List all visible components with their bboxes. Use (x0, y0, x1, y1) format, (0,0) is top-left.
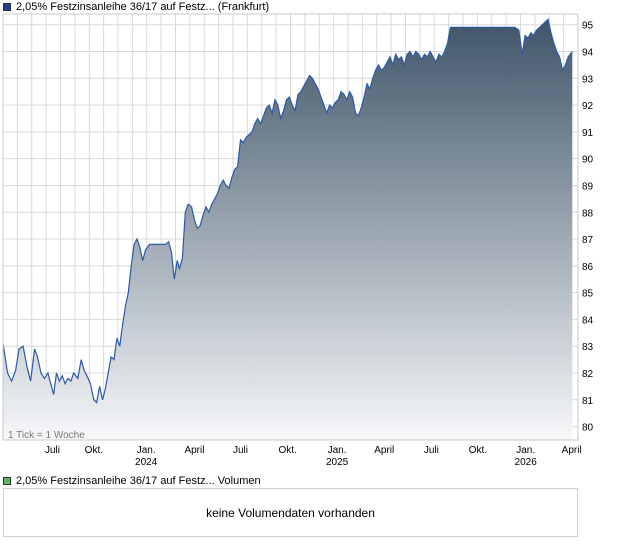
x-tick-label: Jan. (137, 445, 156, 456)
y-tick-label: 95 (582, 21, 594, 32)
volume-swatch (3, 477, 11, 485)
x-tick-label: Okt. (278, 445, 296, 456)
x-tick-year-label: 2025 (326, 457, 349, 468)
y-tick-label: 80 (582, 423, 594, 434)
y-tick-label: 85 (582, 289, 594, 300)
x-tick-label: Okt. (85, 445, 103, 456)
x-tick-label: Juli (233, 445, 248, 456)
y-tick-label: 82 (582, 369, 594, 380)
price-area (3, 19, 573, 441)
volume-legend: 2,05% Festzinsanleihe 36/17 auf Festz...… (3, 474, 261, 488)
y-axis-ticks: 80 81 82 83 84 85 86 87 88 89 90 91 92 93 94 95 (582, 21, 594, 434)
price-series-legend: 2,05% Festzinsanleihe 36/17 auf Festz...… (3, 0, 269, 14)
y-tick-label: 88 (582, 208, 594, 219)
x-tick-label: Jan. (516, 445, 535, 456)
price-series-swatch (3, 3, 11, 11)
price-chart: 80 81 82 83 84 85 86 87 88 89 90 91 92 93 94 95 Juli Okt… (2, 13, 594, 468)
x-tick-year-label: 2026 (515, 457, 538, 468)
x-tick-label: Jan. (328, 445, 347, 456)
y-tick-label: 83 (582, 342, 594, 353)
price-line (2, 18, 573, 404)
price-series-label: 2,05% Festzinsanleihe 36/17 auf Festz...… (16, 1, 270, 13)
volume-panel: keine Volumendaten vorhanden (3, 488, 578, 537)
y-tick-label: 81 (582, 396, 594, 407)
x-tick-label: Okt. (469, 445, 487, 456)
tick-interval-note: 1 Tick = 1 Woche (8, 430, 85, 441)
x-tick-year-label: 2024 (135, 457, 158, 468)
y-tick-label: 94 (582, 48, 594, 59)
plot-frame (2, 13, 579, 441)
x-tick-label: April (184, 445, 204, 456)
x-tick-label: April (562, 445, 582, 456)
y-tick-label: 86 (582, 262, 594, 273)
y-tick-label: 92 (582, 101, 594, 112)
x-tick-label: Juli (424, 445, 439, 456)
y-tick-label: 93 (582, 74, 594, 85)
volume-label: 2,05% Festzinsanleihe 36/17 auf Festz...… (16, 475, 261, 487)
y-tick-label: 87 (582, 235, 594, 246)
y-tick-label: 90 (582, 155, 594, 166)
y-tick-label: 84 (582, 315, 594, 326)
y-tick-label: 91 (582, 128, 594, 139)
y-tick-label: 89 (582, 181, 594, 192)
x-tick-label: April (374, 445, 394, 456)
volume-empty-message: keine Volumendaten vorhanden (206, 505, 375, 520)
x-tick-label: Juli (45, 445, 60, 456)
